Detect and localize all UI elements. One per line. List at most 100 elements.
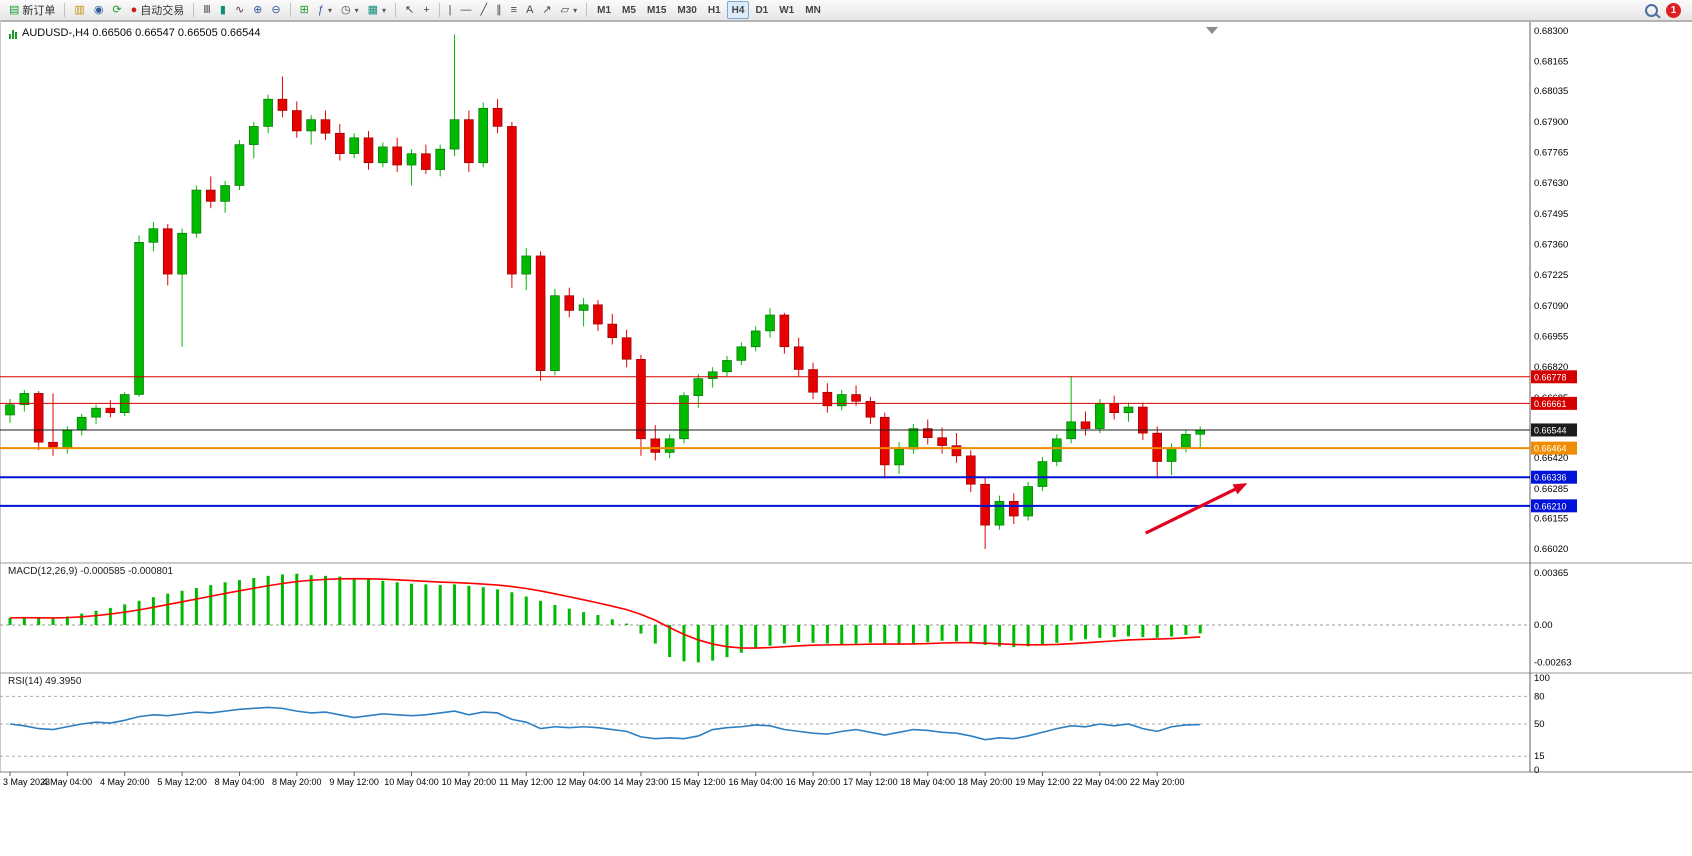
svg-text:0: 0 — [1534, 765, 1539, 776]
cursor-icon: ↖ — [405, 3, 415, 16]
zoom-in-icon: ⊕ — [253, 3, 263, 16]
indicators-icon: ƒ — [317, 3, 324, 16]
svg-text:4 May 04:00: 4 May 04:00 — [43, 777, 93, 787]
cursor-tool-button[interactable]: ↖ — [401, 1, 418, 19]
periods-button[interactable]: ◷ ▾ — [337, 1, 363, 19]
auto-trading-label: 自动交易 — [140, 5, 185, 17]
text-tool-icon: A — [526, 3, 534, 16]
svg-text:8 May 04:00: 8 May 04:00 — [215, 777, 265, 787]
svg-text:0.66464: 0.66464 — [1534, 444, 1567, 454]
svg-text:0.66820: 0.66820 — [1534, 362, 1568, 373]
new-order-label: 新订单 — [22, 5, 56, 17]
fibonacci-tool-button[interactable]: ≡ — [507, 1, 521, 19]
tile-windows-button[interactable]: ⊞ — [296, 1, 313, 19]
svg-text:9 May 12:00: 9 May 12:00 — [329, 777, 379, 787]
svg-text:16 May 20:00: 16 May 20:00 — [786, 777, 841, 787]
svg-text:15 May 12:00: 15 May 12:00 — [671, 777, 726, 787]
bar-chart-icon: Ⅲ — [203, 3, 211, 16]
toolbar-separator — [395, 3, 397, 17]
new-order-icon: ▤ — [9, 3, 20, 16]
trend-arrow-annotation[interactable] — [1232, 483, 1248, 495]
refresh-icon: ⟳ — [112, 3, 122, 16]
toolbar-separator — [64, 3, 66, 17]
svg-text:5 May 12:00: 5 May 12:00 — [157, 777, 207, 787]
refresh-button[interactable]: ⟳ — [108, 1, 125, 19]
svg-text:0.68035: 0.68035 — [1534, 86, 1568, 97]
arrows-tool-button[interactable]: ↗ — [538, 1, 555, 19]
svg-text:18 May 04:00: 18 May 04:00 — [900, 777, 955, 787]
svg-text:16 May 04:00: 16 May 04:00 — [728, 777, 783, 787]
svg-text:0.66336: 0.66336 — [1534, 473, 1567, 483]
svg-text:18 May 20:00: 18 May 20:00 — [958, 777, 1013, 787]
svg-text:4 May 20:00: 4 May 20:00 — [100, 777, 150, 787]
auto-trading-button[interactable]: ● 自动交易 — [127, 1, 189, 19]
trendline-tool-button[interactable]: ╱ — [477, 1, 492, 19]
chevron-down-icon: ▾ — [573, 5, 578, 15]
macd-indicator-label: MACD(12,26,9) -0.000585 -0.000801 — [8, 566, 174, 577]
rsi-indicator-label: RSI(14) 49.3950 — [8, 676, 82, 687]
market-depth-button[interactable]: ▥ — [70, 1, 88, 19]
svg-text:0.66420: 0.66420 — [1534, 453, 1568, 464]
svg-text:50: 50 — [1534, 719, 1545, 730]
chart-canvas[interactable]: 0.68300 0.68165 0.68035 0.67900 0.67765 0.676… — [0, 21, 1692, 793]
svg-text:0.66778: 0.66778 — [1534, 372, 1567, 382]
svg-text:0.66955: 0.66955 — [1534, 332, 1568, 343]
tile-windows-icon: ⊞ — [299, 3, 309, 16]
shapes-icon: ▱ — [560, 3, 570, 16]
indicators-button[interactable]: ƒ ▾ — [314, 1, 336, 19]
text-tool-button[interactable]: A — [522, 1, 537, 19]
timeframe-m1-button[interactable]: M1 — [592, 1, 616, 19]
crosshair-icon: + — [423, 3, 430, 16]
timeframe-w1-button[interactable]: W1 — [774, 1, 799, 19]
zoom-out-button[interactable]: ⊖ — [267, 1, 284, 19]
arrows-tool-icon: ↗ — [542, 3, 552, 16]
templates-button[interactable]: ▦ ▾ — [364, 1, 390, 19]
templates-icon: ▦ — [367, 3, 378, 16]
timeframe-h4-button[interactable]: H4 — [726, 1, 750, 19]
chart-title-text: AUDUSD-,H4 0.66506 0.66547 0.66505 0.665… — [22, 27, 261, 39]
svg-text:0.66020: 0.66020 — [1534, 544, 1568, 555]
toolbar-separator — [438, 3, 440, 17]
timeframe-m30-button[interactable]: M30 — [672, 1, 701, 19]
svg-text:0.66661: 0.66661 — [1534, 399, 1567, 409]
chevron-down-icon: ▾ — [354, 5, 359, 15]
auto-trading-icon: ● — [130, 3, 138, 16]
timeframe-mn-button[interactable]: MN — [800, 1, 826, 19]
svg-text:80: 80 — [1534, 691, 1545, 702]
line-chart-button[interactable]: ∿ — [231, 1, 248, 19]
svg-text:0.67090: 0.67090 — [1534, 301, 1568, 312]
channel-tool-button[interactable]: ∥ — [492, 1, 506, 19]
svg-text:11 May 12:00: 11 May 12:00 — [499, 777, 553, 787]
svg-text:14 May 23:00: 14 May 23:00 — [614, 777, 669, 787]
timeframe-d1-button[interactable]: D1 — [750, 1, 773, 19]
svg-text:22 May 04:00: 22 May 04:00 — [1073, 777, 1128, 787]
svg-text:0.00: 0.00 — [1534, 620, 1553, 631]
zoom-in-button[interactable]: ⊕ — [249, 1, 266, 19]
timeframe-h1-button[interactable]: H1 — [703, 1, 726, 19]
notification-badge[interactable]: 1 — [1666, 2, 1681, 18]
svg-text:8 May 20:00: 8 May 20:00 — [272, 777, 322, 787]
svg-text:100: 100 — [1534, 673, 1550, 684]
shapes-tool-button[interactable]: ▱ ▾ — [557, 1, 581, 19]
crosshair-tool-button[interactable]: + — [419, 1, 433, 19]
svg-text:17 May 12:00: 17 May 12:00 — [843, 777, 898, 787]
svg-text:0.67630: 0.67630 — [1534, 178, 1568, 189]
timeframe-m15-button[interactable]: M15 — [642, 1, 671, 19]
candlestick-chart-button[interactable]: ▮ — [216, 1, 230, 19]
expert-advisors-button[interactable]: ◉ — [90, 1, 108, 19]
vertical-line-tool-button[interactable]: | — [445, 1, 456, 19]
svg-text:3 May 2023: 3 May 2023 — [3, 777, 50, 787]
channel-icon: ∥ — [496, 3, 502, 16]
search-icon[interactable] — [1645, 3, 1658, 17]
svg-text:22 May 20:00: 22 May 20:00 — [1130, 777, 1185, 787]
timeframe-m5-button[interactable]: M5 — [617, 1, 641, 19]
trendline-icon: ╱ — [480, 3, 488, 16]
horizontal-line-tool-button[interactable]: ― — [457, 1, 476, 19]
bar-chart-button[interactable]: Ⅲ — [199, 1, 215, 19]
svg-text:0.67900: 0.67900 — [1534, 117, 1568, 128]
chart-shift-marker-icon[interactable] — [1206, 27, 1218, 34]
svg-text:0.66155: 0.66155 — [1534, 513, 1568, 524]
new-order-button[interactable]: ▤ 新订单 — [5, 1, 59, 19]
chevron-down-icon: ▾ — [382, 5, 387, 15]
svg-text:0.67765: 0.67765 — [1534, 148, 1568, 159]
